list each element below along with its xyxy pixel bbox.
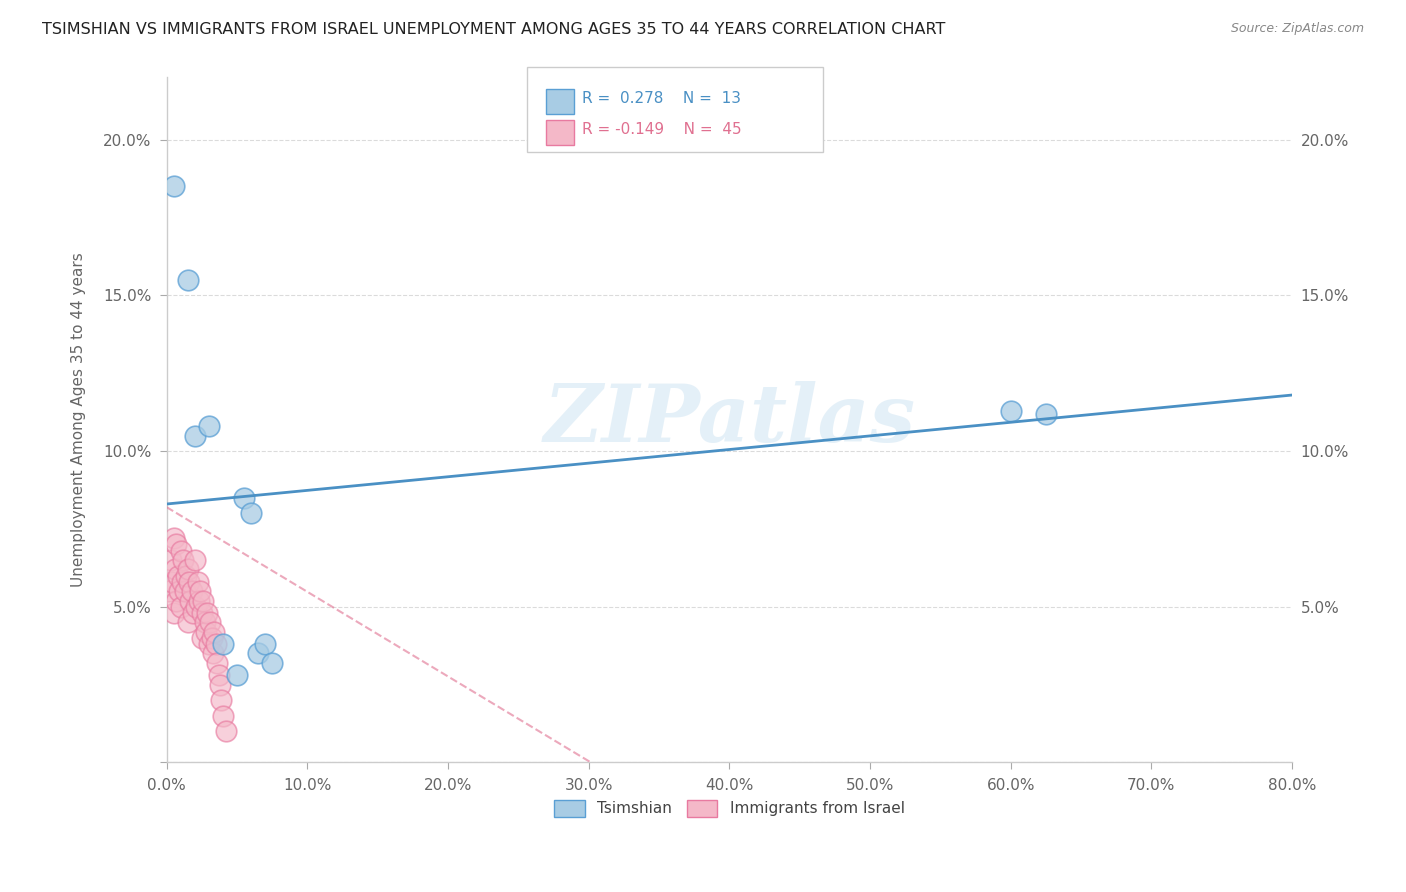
- Point: [197, 637, 219, 651]
- Point: [198, 615, 221, 630]
- Point: [1000, 403, 1022, 417]
- Point: [167, 584, 190, 599]
- Point: [177, 574, 200, 589]
- Point: [207, 668, 229, 682]
- Point: [208, 677, 231, 691]
- Point: [179, 593, 201, 607]
- Text: ZIPatlas: ZIPatlas: [543, 381, 915, 458]
- Point: [162, 606, 184, 620]
- Point: [205, 656, 228, 670]
- Point: [233, 491, 256, 505]
- Point: [162, 179, 184, 194]
- Point: [225, 668, 247, 682]
- Point: [174, 568, 197, 582]
- Y-axis label: Unemployment Among Ages 35 to 44 years: Unemployment Among Ages 35 to 44 years: [72, 252, 86, 587]
- Text: R = -0.149    N =  45: R = -0.149 N = 45: [582, 122, 742, 137]
- Point: [191, 593, 214, 607]
- Point: [183, 553, 205, 567]
- Point: [181, 606, 204, 620]
- Point: [200, 631, 222, 645]
- Point: [165, 593, 187, 607]
- Point: [173, 584, 195, 599]
- Point: [214, 724, 236, 739]
- Legend: Tsimshian, Immigrants from Israel: Tsimshian, Immigrants from Israel: [548, 793, 911, 823]
- Point: [201, 647, 224, 661]
- Point: [195, 606, 218, 620]
- Point: [187, 593, 209, 607]
- Point: [172, 553, 194, 567]
- Point: [176, 615, 198, 630]
- Point: [159, 553, 181, 567]
- Point: [165, 537, 187, 551]
- Point: [209, 693, 232, 707]
- Point: [157, 584, 180, 599]
- Point: [247, 647, 270, 661]
- Point: [184, 599, 207, 614]
- Point: [202, 624, 225, 639]
- Text: R =  0.278    N =  13: R = 0.278 N = 13: [582, 91, 741, 106]
- Point: [176, 562, 198, 576]
- Point: [176, 273, 198, 287]
- Text: TSIMSHIAN VS IMMIGRANTS FROM ISRAEL UNEMPLOYMENT AMONG AGES 35 TO 44 YEARS CORRE: TSIMSHIAN VS IMMIGRANTS FROM ISRAEL UNEM…: [42, 22, 946, 37]
- Point: [1035, 407, 1057, 421]
- Point: [169, 543, 191, 558]
- Point: [211, 637, 233, 651]
- Point: [204, 637, 226, 651]
- Point: [183, 428, 205, 442]
- Point: [188, 584, 211, 599]
- Point: [166, 568, 188, 582]
- Point: [163, 562, 186, 576]
- Point: [160, 574, 183, 589]
- Point: [190, 606, 212, 620]
- Point: [262, 656, 284, 670]
- Point: [197, 419, 219, 434]
- Point: [186, 574, 208, 589]
- Point: [194, 624, 217, 639]
- Point: [180, 584, 202, 599]
- Point: [190, 631, 212, 645]
- Point: [162, 531, 184, 545]
- Point: [240, 506, 263, 520]
- Point: [211, 708, 233, 723]
- Point: [193, 615, 215, 630]
- Point: [169, 599, 191, 614]
- Text: Source: ZipAtlas.com: Source: ZipAtlas.com: [1230, 22, 1364, 36]
- Point: [254, 637, 277, 651]
- Point: [170, 574, 193, 589]
